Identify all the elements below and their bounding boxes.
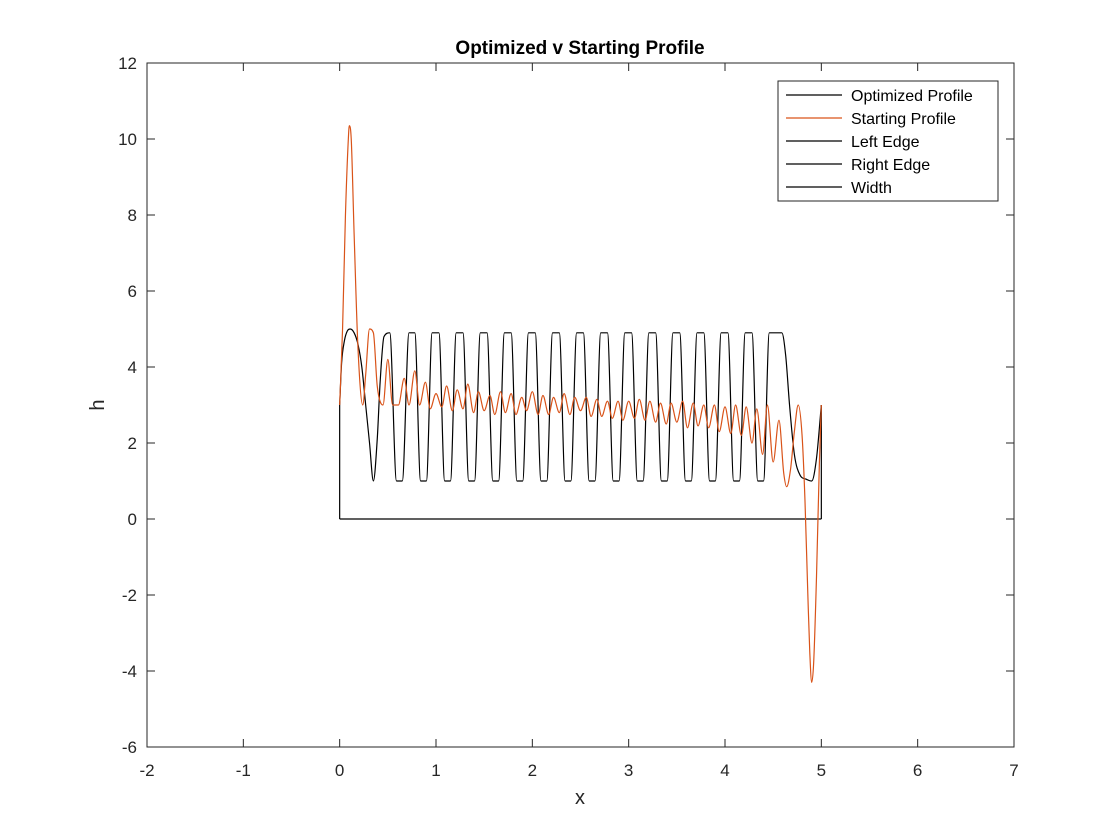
x-tick-label: 7: [1009, 761, 1018, 780]
y-tick-label: 12: [118, 54, 137, 73]
series-layer: [339, 125, 822, 683]
legend-label-right-edge: Right Edge: [851, 157, 930, 174]
legend-label-width: Width: [851, 180, 892, 197]
series-line-optimized-profile: [339, 328, 822, 482]
y-tick-label: 4: [128, 358, 137, 377]
y-tick-label: 2: [128, 434, 137, 453]
legend-label-optimized-profile: Optimized Profile: [851, 88, 973, 105]
x-axis-label: x: [575, 787, 585, 809]
x-tick-label: -1: [236, 761, 251, 780]
legend-label-starting-profile: Starting Profile: [851, 111, 956, 128]
series-line-starting-profile: [339, 125, 822, 683]
y-tick-label: 8: [128, 206, 137, 225]
legend-entries: Optimized Profile Starting Profile Left Ed…: [786, 88, 973, 197]
plot-area-frame: [146, 62, 1015, 748]
x-tick-label: 1: [431, 761, 440, 780]
x-tick-label: 0: [335, 761, 344, 780]
x-tick-label: 2: [528, 761, 537, 780]
y-axis-label: h: [87, 399, 109, 410]
y-tick-label: -6: [122, 738, 137, 757]
y-tick-label: -4: [122, 662, 137, 681]
y-tick-label: 10: [118, 130, 137, 149]
chart-title: Optimized v Starting Profile: [455, 38, 704, 59]
y-tick-label: -2: [122, 586, 137, 605]
x-tick-label: 4: [720, 761, 729, 780]
x-tick-label: 6: [913, 761, 922, 780]
x-tick-label: 3: [624, 761, 633, 780]
y-tick-label: 0: [128, 510, 137, 529]
legend: Optimized Profile Starting Profile Left Ed…: [777, 80, 999, 202]
y-tick-label: 6: [128, 282, 137, 301]
x-tick-label: -2: [139, 761, 154, 780]
legend-label-left-edge: Left Edge: [851, 134, 920, 151]
x-tick-label: 5: [817, 761, 826, 780]
